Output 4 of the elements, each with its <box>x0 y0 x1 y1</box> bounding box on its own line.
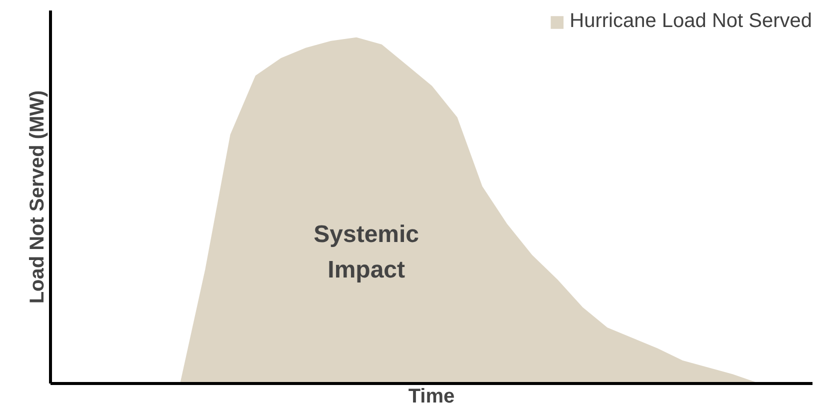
x-axis-title: Time <box>408 386 455 408</box>
y-axis-title: Load Not Served (MW) <box>26 90 48 304</box>
legend-label: Hurricane Load Not Served <box>570 10 812 33</box>
annotation: Systemic Impact <box>314 221 420 284</box>
